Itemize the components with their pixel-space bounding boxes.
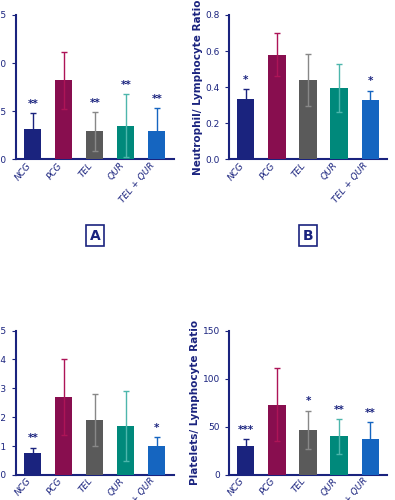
Bar [269, 54, 286, 160]
Bar [87, 420, 103, 475]
Bar [117, 426, 134, 475]
Bar [87, 132, 103, 160]
Text: **: ** [365, 408, 375, 418]
Text: *: * [367, 76, 373, 86]
Text: **: ** [28, 433, 38, 443]
Bar [55, 397, 72, 475]
Text: *: * [305, 396, 311, 406]
Text: **: ** [152, 94, 162, 104]
Bar [269, 404, 286, 475]
Text: A: A [90, 228, 100, 242]
Bar [361, 440, 378, 475]
Bar [24, 454, 41, 475]
Bar [117, 126, 134, 160]
Bar [237, 99, 254, 160]
Text: B: B [303, 228, 313, 242]
Y-axis label: Neutrophil/ Lymphocyte Ratio: Neutrophil/ Lymphocyte Ratio [193, 0, 203, 175]
Bar [299, 80, 316, 160]
Text: **: ** [120, 80, 131, 90]
Text: **: ** [28, 99, 38, 109]
Bar [149, 446, 166, 475]
Bar [55, 80, 72, 160]
Bar [361, 100, 378, 160]
Bar [299, 430, 316, 475]
Text: **: ** [334, 405, 344, 415]
Bar [237, 446, 254, 475]
Bar [331, 88, 348, 160]
Text: *: * [154, 423, 160, 433]
Text: **: ** [90, 98, 100, 108]
Bar [149, 132, 166, 160]
Bar [24, 128, 41, 160]
Text: *: * [243, 74, 249, 85]
Y-axis label: Platelets/ Lymphocyte Ratio: Platelets/ Lymphocyte Ratio [190, 320, 200, 486]
Bar [331, 436, 348, 475]
Text: ***: *** [238, 425, 254, 435]
